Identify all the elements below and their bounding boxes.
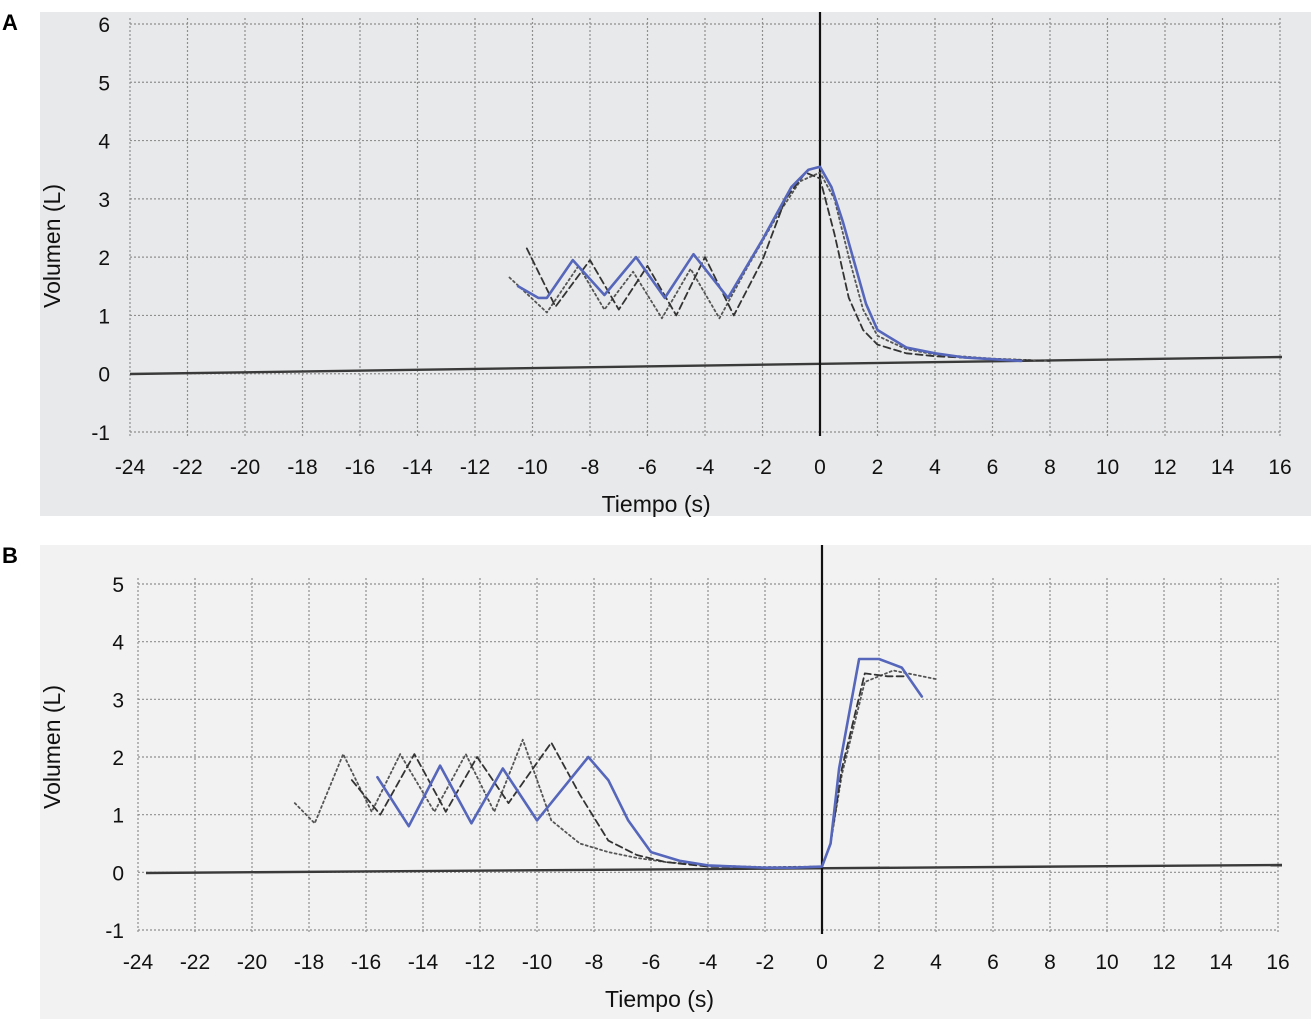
x-tick-label: -14 — [408, 951, 439, 974]
plot-background — [40, 545, 1311, 1019]
x-tick-label: -22 — [172, 456, 202, 479]
x-tick-label: -2 — [756, 951, 775, 974]
y-axis-title: Volumen (L) — [39, 184, 65, 308]
y-tick-label: 3 — [112, 689, 124, 712]
x-tick-label: -4 — [696, 456, 715, 479]
x-tick-label: -22 — [180, 951, 210, 974]
x-axis-title: Tiempo (s) — [602, 491, 711, 517]
y-tick-label: 4 — [112, 632, 124, 655]
zero-volume-line — [129, 355, 1283, 376]
y-tick-label: 6 — [98, 14, 110, 37]
y-tick-label: -1 — [105, 920, 124, 943]
x-tick-label: 14 — [1211, 456, 1235, 479]
x-tick-label: -12 — [465, 951, 495, 974]
x-tick-label: -20 — [230, 456, 260, 479]
x-tick-label: 4 — [930, 951, 942, 974]
x-tick-label: -24 — [115, 456, 146, 479]
plot-background — [40, 12, 1311, 516]
x-tick-label: -12 — [460, 456, 490, 479]
chart-panel-a: -24 -22 -20 -18 -16 -14 -12 -10 -8 -6 -4 -2 0 2 4 6 8 10 1… — [39, 12, 1311, 517]
y-tick-label: 0 — [112, 862, 124, 885]
y-tick-label: 0 — [98, 364, 110, 387]
x-tick-label: 10 — [1095, 951, 1118, 974]
y-tick-label: 2 — [98, 247, 110, 270]
y-tick-label: 3 — [98, 189, 110, 212]
series-line-dotted — [508, 171, 1051, 362]
x-tick-label: 8 — [1044, 456, 1056, 479]
x-tick-label: 12 — [1152, 951, 1175, 974]
x-tick-label: 4 — [929, 456, 941, 479]
x-tick-label: -24 — [123, 951, 154, 974]
x-tick-label: -18 — [294, 951, 324, 974]
x-tick-label: -10 — [517, 456, 547, 479]
zero-volume-line — [145, 863, 1283, 875]
panel-letter-b: B — [2, 543, 18, 568]
x-tick-label: 6 — [987, 951, 999, 974]
x-tick-label: -16 — [351, 951, 381, 974]
x-tick-label: 6 — [987, 456, 999, 479]
x-tick-label: 14 — [1209, 951, 1233, 974]
x-tick-label: -4 — [699, 951, 718, 974]
x-tick-label: -6 — [642, 951, 661, 974]
y-axis-title: Volumen (L) — [39, 685, 65, 809]
x-tick-label: 2 — [872, 456, 884, 479]
series-line-dashed — [525, 171, 1051, 362]
y-tick-label: 2 — [112, 747, 124, 770]
x-tick-label: 12 — [1153, 456, 1176, 479]
y-tick-label: 1 — [98, 305, 110, 328]
x-tick-label: 2 — [873, 951, 885, 974]
x-tick-label: -8 — [585, 951, 604, 974]
y-tick-label: 1 — [112, 805, 124, 828]
x-tick-label: 16 — [1268, 456, 1291, 479]
x-tick-label: -18 — [287, 456, 317, 479]
x-tick-label: -20 — [237, 951, 267, 974]
series-line-dashed — [350, 672, 909, 869]
x-tick-label: -2 — [753, 456, 772, 479]
x-tick-label: 16 — [1266, 951, 1289, 974]
x-tick-label: -14 — [402, 456, 433, 479]
x-tick-label: -16 — [345, 456, 375, 479]
series-line-solid — [376, 657, 924, 870]
y-tick-label: 5 — [112, 574, 124, 597]
series-line-dotted — [293, 669, 937, 868]
x-tick-label: 8 — [1044, 951, 1056, 974]
y-tick-label: -1 — [91, 422, 110, 445]
x-axis-title: Tiempo (s) — [605, 986, 714, 1012]
x-tick-label: -8 — [581, 456, 600, 479]
x-tick-label: 0 — [814, 456, 826, 479]
y-tick-label: 4 — [98, 131, 110, 154]
x-tick-label: 0 — [816, 951, 828, 974]
series-line-solid — [516, 165, 1023, 363]
panel-letter-a: A — [2, 10, 18, 35]
chart-panel-b: -24 -22 -20 -18 -16 -14 -12 -10 -8 -6 -4 -2 0 2 4 6 8 10 1… — [39, 545, 1311, 1019]
x-tick-label: -10 — [522, 951, 552, 974]
y-tick-label: 5 — [98, 72, 110, 95]
x-tick-label: -6 — [638, 456, 657, 479]
x-tick-label: 10 — [1096, 456, 1119, 479]
